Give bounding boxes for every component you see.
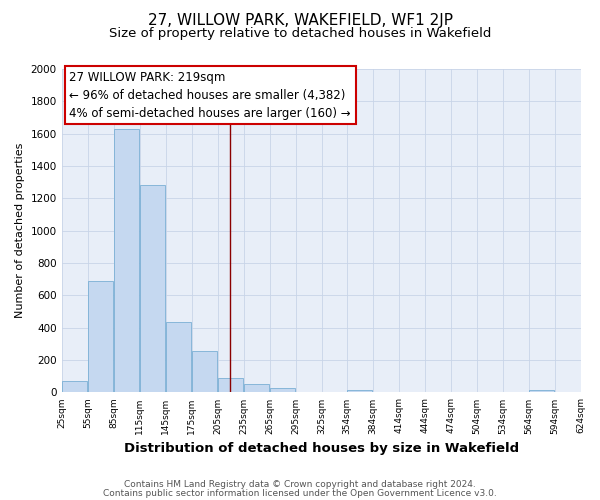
Bar	[244, 384, 269, 392]
Text: 27, WILLOW PARK, WAKEFIELD, WF1 2JP: 27, WILLOW PARK, WAKEFIELD, WF1 2JP	[148, 12, 452, 28]
Bar	[270, 388, 295, 392]
Bar	[192, 351, 217, 393]
Text: Size of property relative to detached houses in Wakefield: Size of property relative to detached ho…	[109, 28, 491, 40]
Bar	[347, 390, 372, 392]
Text: Contains HM Land Registry data © Crown copyright and database right 2024.: Contains HM Land Registry data © Crown c…	[124, 480, 476, 489]
Y-axis label: Number of detached properties: Number of detached properties	[15, 143, 25, 318]
Bar	[88, 281, 113, 392]
Bar	[114, 129, 139, 392]
Bar	[218, 378, 243, 392]
Text: 27 WILLOW PARK: 219sqm
← 96% of detached houses are smaller (4,382)
4% of semi-d: 27 WILLOW PARK: 219sqm ← 96% of detached…	[70, 70, 351, 120]
Text: Contains public sector information licensed under the Open Government Licence v3: Contains public sector information licen…	[103, 488, 497, 498]
Bar	[529, 390, 554, 392]
Bar	[166, 322, 191, 392]
Bar	[62, 381, 88, 392]
X-axis label: Distribution of detached houses by size in Wakefield: Distribution of detached houses by size …	[124, 442, 518, 455]
Bar	[140, 184, 165, 392]
